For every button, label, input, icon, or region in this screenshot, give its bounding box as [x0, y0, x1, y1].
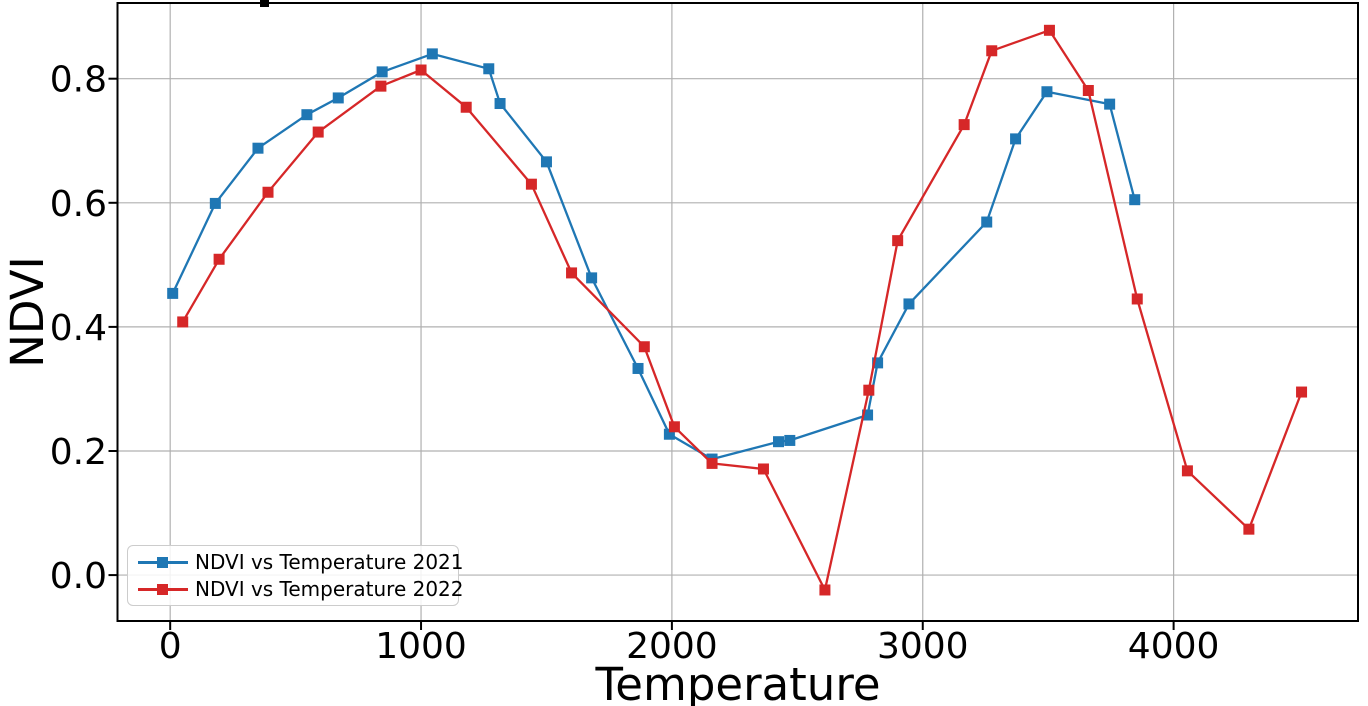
data-point-marker: [892, 235, 904, 247]
series-line-1: [171, 52, 1136, 461]
data-point-marker: [903, 298, 915, 310]
legend-item-2022: NDVI vs Temperature 2022: [138, 576, 464, 602]
data-point-marker: [757, 463, 769, 475]
data-point-marker: [1243, 523, 1255, 535]
legend: NDVI vs Temperature 2021 NDVI vs Tempera…: [127, 545, 464, 606]
data-point-marker: [375, 80, 387, 92]
data-point-marker: [958, 119, 970, 131]
data-point-marker: [819, 584, 831, 596]
x-tick-label: 0: [159, 626, 182, 667]
y-tick-label: 0.6: [50, 184, 107, 225]
data-point-marker: [663, 428, 675, 440]
legend-label-2021: NDVI vs Temperature 2021: [195, 550, 464, 574]
legend-item-2021: NDVI vs Temperature 2021: [138, 549, 464, 575]
data-point-marker: [426, 48, 438, 60]
data-point-marker: [483, 63, 495, 75]
data-point-marker: [863, 384, 875, 396]
data-point-marker: [1296, 386, 1308, 398]
legend-label-2022: NDVI vs Temperature 2022: [195, 577, 464, 601]
data-point-marker: [1043, 24, 1055, 36]
data-point-marker: [981, 216, 993, 228]
data-point-marker: [1082, 84, 1094, 96]
x-tick-label: 2000: [626, 626, 718, 667]
y-tick-label: 0.2: [50, 432, 107, 473]
data-point-marker: [668, 421, 680, 433]
data-point-marker: [1131, 293, 1143, 305]
data-point-marker: [566, 267, 578, 279]
data-point-marker: [209, 197, 221, 209]
x-tick-label: 4000: [1128, 626, 1220, 667]
y-tick-label: 0.4: [50, 308, 107, 349]
data-point-marker: [773, 436, 785, 448]
data-point-marker: [213, 253, 225, 265]
legend-line-marker-2021: [138, 556, 188, 569]
data-point-marker: [252, 142, 264, 154]
chart-layer: 0 1000 2000 3000 4000 0.0 0.2 0.4 0.6 0.8: [50, 2, 1359, 667]
y-axis-label: NDVI: [1, 256, 54, 368]
legend-line-marker-2022: [138, 583, 188, 596]
data-point-marker: [460, 101, 472, 113]
data-point-marker: [586, 272, 598, 284]
data-point-marker: [872, 357, 884, 369]
data-point-marker: [784, 434, 796, 446]
data-point-marker: [632, 362, 644, 374]
data-point-marker: [862, 409, 874, 421]
series-line-2: [181, 29, 1303, 592]
data-point-marker: [167, 287, 179, 299]
legend-square-marker-icon: [157, 583, 168, 595]
data-point-marker: [1104, 98, 1116, 110]
data-point-marker: [415, 64, 427, 76]
data-point-marker: [494, 98, 506, 110]
y-tick-label: 0.0: [50, 556, 107, 597]
data-point-marker: [177, 316, 189, 328]
data-point-marker: [1181, 465, 1193, 477]
data-point-marker: [376, 66, 388, 78]
x-tick-label: 3000: [877, 626, 969, 667]
data-point-marker: [312, 126, 324, 138]
data-point-marker: [638, 341, 650, 353]
x-tick-label: 1000: [375, 626, 467, 667]
legend-square-marker-icon: [157, 556, 168, 568]
data-point-marker: [986, 45, 998, 57]
data-point-marker: [262, 186, 274, 198]
y-tick-label: 0.8: [50, 60, 107, 101]
data-point-marker: [525, 178, 537, 190]
data-point-marker: [1041, 86, 1053, 98]
data-point-marker: [301, 109, 313, 121]
data-point-marker: [332, 92, 344, 104]
data-point-marker: [1129, 194, 1141, 206]
data-point-marker: [706, 457, 718, 469]
data-point-marker: [1010, 133, 1022, 145]
x-axis-label: Temperature: [594, 658, 880, 706]
data-point-marker: [540, 156, 552, 168]
plot-border: [116, 2, 1359, 622]
